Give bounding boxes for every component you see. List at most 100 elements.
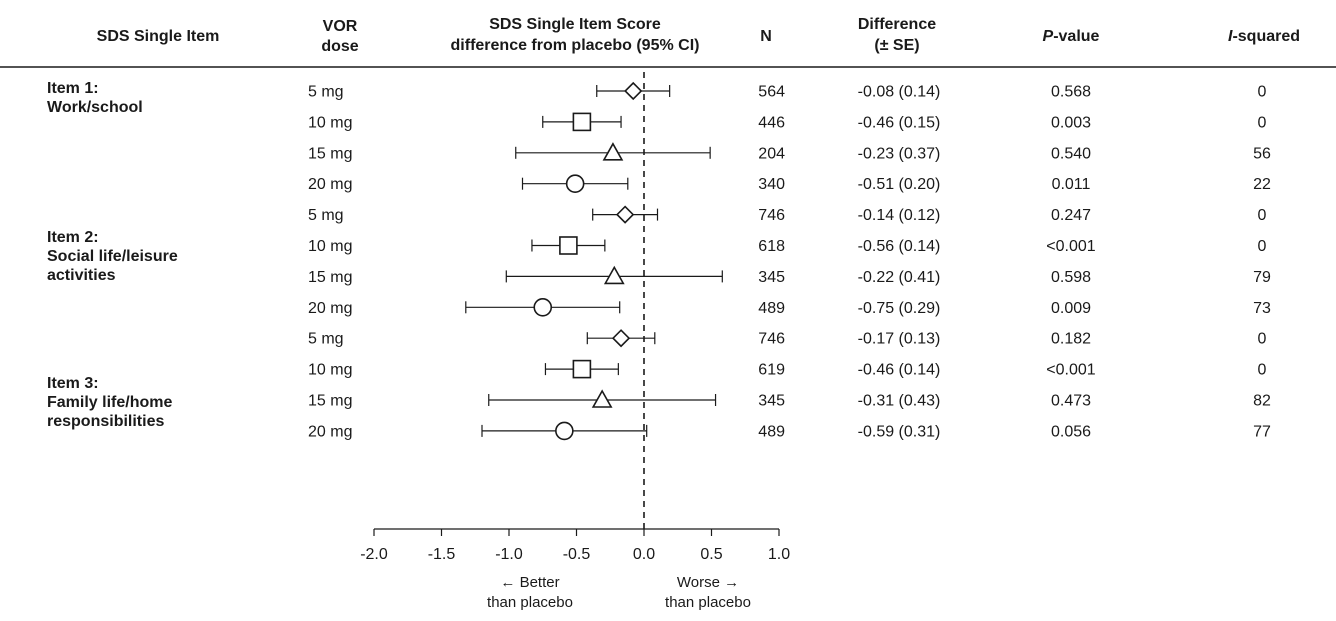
- group-3-line3: responsibilities: [47, 413, 164, 430]
- table-header: SDS Single Item VOR dose SDS Single Item…: [97, 16, 1300, 55]
- p-value-cell: 0.568: [1051, 84, 1091, 101]
- n-cell: 345: [758, 393, 785, 410]
- i-squared-cell: 77: [1253, 423, 1271, 440]
- estimate-marker-triangle: [602, 142, 624, 161]
- x-axis-tick-label: 1.0: [768, 546, 790, 563]
- ci-row: [542, 112, 622, 132]
- n-cell: 345: [758, 269, 785, 286]
- dose-cell: 10 mg: [308, 238, 352, 255]
- x-axis-tick-label: -1.5: [428, 546, 456, 563]
- difference-cell: -0.23 (0.37): [858, 145, 941, 162]
- dose-cell: 5 mg: [308, 84, 344, 101]
- difference-cell: -0.59 (0.31): [858, 423, 941, 440]
- header-diff-line2: (± SE): [874, 37, 919, 54]
- estimate-marker-diamond: [615, 205, 635, 224]
- dose-cell: 15 mg: [308, 393, 352, 410]
- dose-cell: 20 mg: [308, 423, 352, 440]
- ci-row: [544, 359, 619, 379]
- ci-row: [521, 174, 629, 193]
- p-value-cell: 0.056: [1051, 423, 1091, 440]
- i-squared-cell: 56: [1253, 145, 1271, 162]
- dose-cell: 15 mg: [308, 145, 352, 162]
- difference-cell: -0.56 (0.14): [858, 238, 941, 255]
- p-value-cell: 0.540: [1051, 145, 1091, 162]
- group-3-line1: Item 3:: [47, 375, 99, 392]
- header-dose-line2: dose: [321, 38, 358, 55]
- ci-row: [531, 236, 606, 255]
- difference-cell: -0.22 (0.41): [858, 269, 941, 286]
- difference-cell: -0.14 (0.12): [858, 207, 941, 224]
- i-squared-cell: 22: [1253, 176, 1271, 193]
- ci-row: [481, 421, 648, 441]
- header-p-value: P-value: [1043, 28, 1100, 45]
- n-cell: 446: [758, 114, 785, 131]
- direction-worse-line1: Worse →: [677, 574, 739, 591]
- ci-row: [505, 265, 723, 285]
- p-value-cell: <0.001: [1046, 238, 1095, 255]
- p-value-cell: <0.001: [1046, 362, 1095, 379]
- difference-cell: -0.46 (0.14): [858, 362, 941, 379]
- estimate-marker-diamond: [611, 329, 631, 348]
- dose-cell: 5 mg: [308, 331, 344, 348]
- group-2-line2: Social life/leisure: [47, 248, 178, 265]
- p-value-cell: 0.182: [1051, 331, 1091, 348]
- i-squared-cell: 0: [1258, 238, 1267, 255]
- i-squared-cell: 0: [1258, 84, 1267, 101]
- x-axis-tick-label: 0.0: [633, 546, 655, 563]
- i-squared-cell: 0: [1258, 207, 1267, 224]
- difference-cell: -0.17 (0.13): [858, 331, 941, 348]
- dose-cell: 10 mg: [308, 362, 352, 379]
- x-axis-tick-label: -2.0: [360, 546, 388, 563]
- estimate-marker-triangle: [591, 389, 613, 408]
- direction-better-line1: ← Better: [500, 574, 559, 591]
- p-value-cell: 0.011: [1052, 176, 1091, 193]
- header-item: SDS Single Item: [97, 28, 220, 45]
- table-rows: 5 mg 564 -0.08 (0.14) 0.568 0 10 mg 446 -0.46 (…: [308, 84, 1271, 441]
- ci-row: [592, 205, 659, 224]
- direction-better-line2: than placebo: [487, 594, 573, 611]
- direction-worse-line2: than placebo: [665, 594, 751, 611]
- p-value-cell: 0.473: [1051, 393, 1091, 410]
- i-squared-cell: 79: [1253, 269, 1271, 286]
- dose-cell: 20 mg: [308, 300, 352, 317]
- n-cell: 340: [758, 176, 785, 193]
- dose-cell: 5 mg: [308, 207, 344, 224]
- header-plot-line2: difference from placebo (95% CI): [451, 37, 700, 54]
- dose-cell: 15 mg: [308, 269, 352, 286]
- ci-row: [596, 81, 671, 101]
- group-labels: Item 1: Work/school Item 2: Social life/…: [47, 80, 178, 430]
- x-axis-tick-label: 0.5: [700, 546, 722, 563]
- ci-row: [515, 142, 711, 161]
- estimate-marker-diamond: [624, 81, 643, 101]
- group-1-line2: Work/school: [47, 99, 143, 116]
- i-squared-cell: 0: [1258, 362, 1267, 379]
- x-axis-tick-label: -1.0: [495, 546, 523, 563]
- group-2-line3: activities: [47, 267, 116, 284]
- difference-cell: -0.51 (0.20): [858, 176, 941, 193]
- n-cell: 746: [758, 207, 785, 224]
- n-cell: 746: [758, 331, 785, 348]
- n-cell: 618: [758, 238, 785, 255]
- p-value-cell: 0.009: [1051, 300, 1091, 317]
- estimate-marker-circle: [565, 174, 585, 193]
- header-n: N: [760, 28, 772, 45]
- n-cell: 564: [758, 84, 785, 101]
- i-squared-cell: 82: [1253, 393, 1271, 410]
- i-squared-cell: 0: [1258, 331, 1267, 348]
- estimate-marker-triangle: [603, 265, 625, 285]
- n-cell: 619: [758, 362, 785, 379]
- header-diff-line1: Difference: [858, 16, 936, 33]
- difference-cell: -0.46 (0.15): [858, 114, 941, 131]
- estimate-marker-circle: [533, 297, 553, 317]
- header-plot-line1: SDS Single Item Score: [489, 16, 661, 33]
- group-1-line1: Item 1:: [47, 80, 99, 97]
- x-axis-tick-label: -0.5: [563, 546, 591, 563]
- estimate-marker-square: [572, 359, 592, 379]
- n-cell: 204: [758, 145, 785, 162]
- p-value-cell: 0.247: [1051, 207, 1091, 224]
- group-3-line2: Family life/home: [47, 394, 172, 411]
- i-squared-cell: 0: [1258, 114, 1267, 131]
- n-cell: 489: [758, 423, 785, 440]
- estimate-marker-circle: [555, 421, 574, 441]
